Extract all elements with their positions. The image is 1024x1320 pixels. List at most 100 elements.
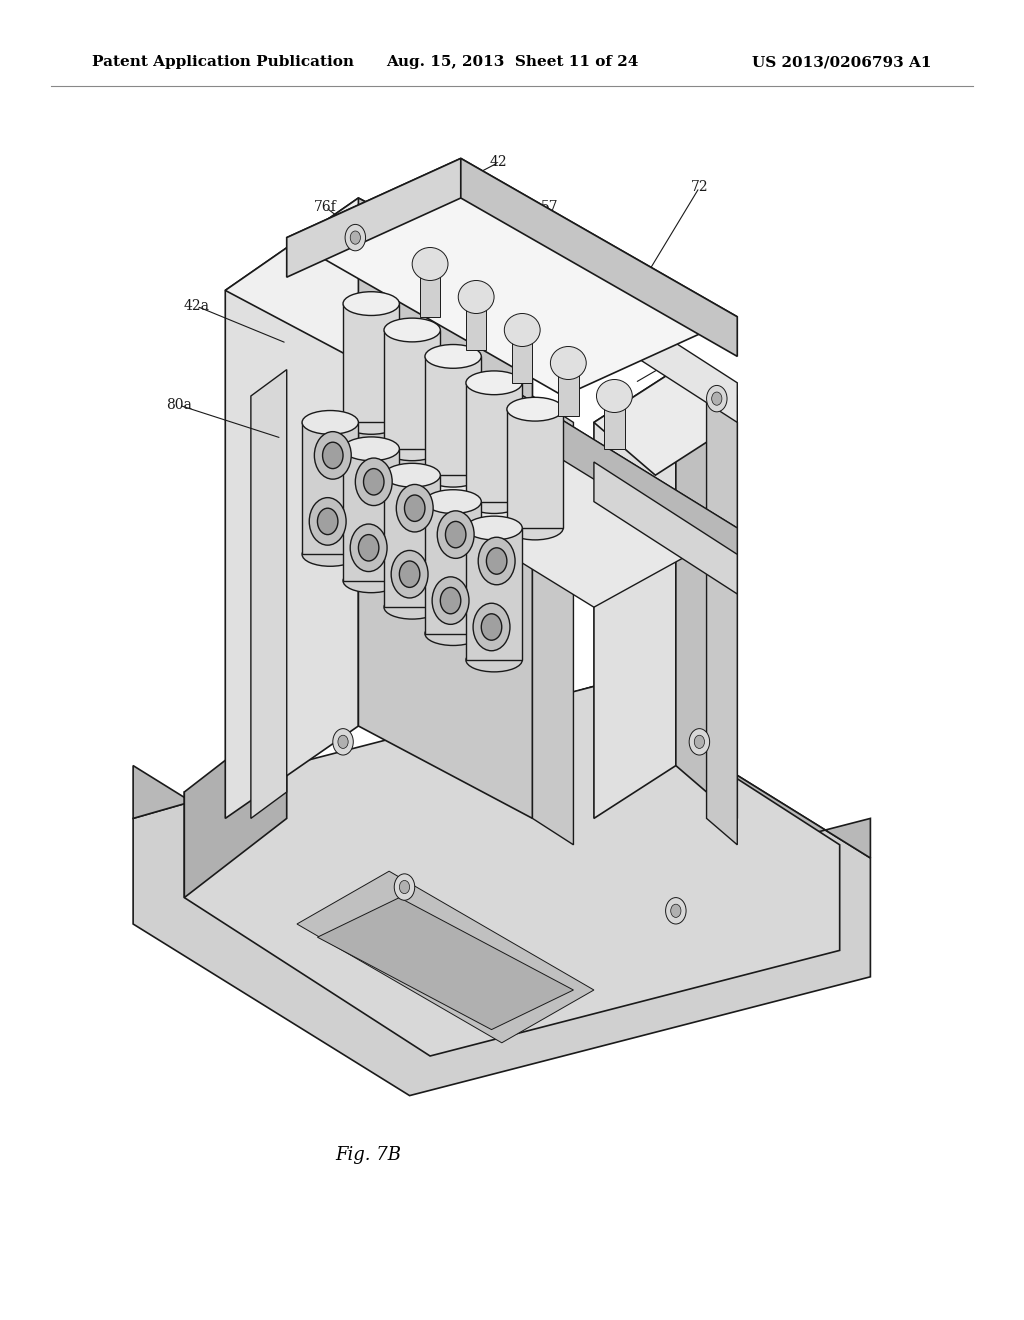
Polygon shape: [384, 330, 440, 449]
Ellipse shape: [384, 318, 440, 342]
Polygon shape: [594, 290, 737, 422]
Polygon shape: [707, 370, 737, 845]
Text: 76e: 76e: [663, 352, 689, 366]
Polygon shape: [297, 871, 594, 1043]
Polygon shape: [425, 502, 481, 634]
Text: 72: 72: [690, 181, 709, 194]
Circle shape: [355, 458, 392, 506]
Circle shape: [364, 469, 384, 495]
Text: 79: 79: [672, 532, 690, 545]
Circle shape: [314, 432, 351, 479]
Polygon shape: [676, 370, 737, 818]
Text: Patent Application Publication: Patent Application Publication: [92, 55, 354, 69]
Ellipse shape: [466, 490, 522, 513]
Ellipse shape: [302, 543, 358, 566]
Ellipse shape: [343, 411, 399, 434]
Circle shape: [432, 577, 469, 624]
Circle shape: [481, 614, 502, 640]
Text: US 2013/0206793 A1: US 2013/0206793 A1: [753, 55, 932, 69]
Polygon shape: [225, 198, 358, 818]
Ellipse shape: [551, 346, 586, 379]
Ellipse shape: [466, 371, 522, 395]
Polygon shape: [594, 462, 737, 594]
Ellipse shape: [466, 648, 522, 672]
Polygon shape: [133, 686, 870, 937]
Text: Aug. 15, 2013  Sheet 11 of 24: Aug. 15, 2013 Sheet 11 of 24: [386, 55, 638, 69]
Ellipse shape: [425, 622, 481, 645]
Polygon shape: [466, 383, 522, 502]
Ellipse shape: [458, 281, 494, 314]
Text: Fig. 7B: Fig. 7B: [336, 1146, 401, 1164]
Ellipse shape: [302, 411, 358, 434]
Ellipse shape: [425, 490, 481, 513]
Polygon shape: [558, 363, 579, 416]
Ellipse shape: [507, 516, 563, 540]
Text: 78a: 78a: [663, 469, 689, 482]
Polygon shape: [461, 158, 737, 356]
Text: 57: 57: [541, 201, 559, 214]
Polygon shape: [358, 383, 737, 607]
Polygon shape: [225, 198, 532, 383]
Circle shape: [394, 874, 415, 900]
Polygon shape: [512, 330, 532, 383]
Polygon shape: [466, 297, 486, 350]
Circle shape: [473, 603, 510, 651]
Polygon shape: [507, 409, 563, 528]
Ellipse shape: [343, 292, 399, 315]
Circle shape: [338, 735, 348, 748]
Polygon shape: [184, 713, 287, 898]
Circle shape: [333, 729, 353, 755]
Polygon shape: [604, 396, 625, 449]
Ellipse shape: [425, 345, 481, 368]
Polygon shape: [302, 422, 358, 554]
Circle shape: [345, 224, 366, 251]
Polygon shape: [287, 158, 461, 277]
Circle shape: [358, 535, 379, 561]
Text: 42a: 42a: [183, 300, 210, 313]
Ellipse shape: [425, 463, 481, 487]
Circle shape: [309, 498, 346, 545]
Text: 76: 76: [675, 434, 693, 447]
Circle shape: [707, 385, 727, 412]
Circle shape: [350, 231, 360, 244]
Circle shape: [399, 561, 420, 587]
Circle shape: [712, 392, 722, 405]
Ellipse shape: [384, 595, 440, 619]
Ellipse shape: [384, 463, 440, 487]
Polygon shape: [594, 370, 737, 475]
Polygon shape: [420, 264, 440, 317]
Circle shape: [666, 898, 686, 924]
Circle shape: [391, 550, 428, 598]
Polygon shape: [358, 383, 502, 502]
Ellipse shape: [343, 569, 399, 593]
Circle shape: [399, 880, 410, 894]
Circle shape: [317, 508, 338, 535]
Circle shape: [323, 442, 343, 469]
Polygon shape: [184, 686, 840, 1056]
Circle shape: [404, 495, 425, 521]
Circle shape: [350, 524, 387, 572]
Ellipse shape: [507, 397, 563, 421]
Polygon shape: [343, 304, 399, 422]
Circle shape: [478, 537, 515, 585]
Text: 80a: 80a: [166, 399, 193, 412]
Circle shape: [445, 521, 466, 548]
Circle shape: [694, 735, 705, 748]
Ellipse shape: [343, 437, 399, 461]
Polygon shape: [502, 383, 737, 568]
Ellipse shape: [384, 437, 440, 461]
Polygon shape: [343, 449, 399, 581]
Circle shape: [486, 548, 507, 574]
Polygon shape: [594, 370, 676, 818]
Polygon shape: [251, 370, 287, 818]
Polygon shape: [358, 198, 532, 818]
Polygon shape: [384, 475, 440, 607]
Polygon shape: [133, 686, 870, 1096]
Polygon shape: [317, 898, 573, 1030]
Circle shape: [689, 729, 710, 755]
Polygon shape: [532, 396, 573, 845]
Circle shape: [671, 904, 681, 917]
Circle shape: [437, 511, 474, 558]
Circle shape: [396, 484, 433, 532]
Polygon shape: [466, 528, 522, 660]
